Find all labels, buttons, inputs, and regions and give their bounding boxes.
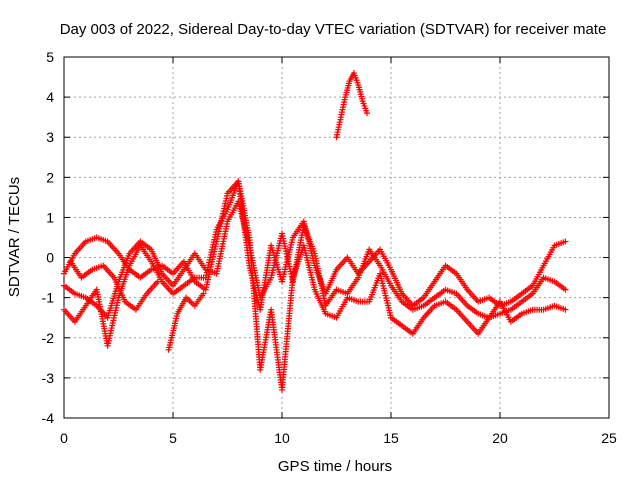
- y-tick-label: -3: [42, 370, 55, 386]
- y-tick-label: 4: [46, 89, 54, 105]
- y-tick-label: 2: [46, 169, 54, 185]
- grid: [64, 57, 609, 418]
- x-tick-label: 20: [492, 430, 508, 446]
- axis-ticks: 0 5 10 15 20 25 -4 -3 -2 -1 0 1 2 3 4 5: [42, 49, 617, 446]
- x-tick-label: 10: [274, 430, 290, 446]
- y-tick-label: -4: [42, 410, 55, 426]
- x-tick-label: 25: [601, 430, 617, 446]
- data-point-marker: [562, 238, 569, 245]
- data-point-marker: [562, 306, 569, 313]
- y-axis-label: SDTVAR / TECUs: [6, 177, 23, 297]
- x-axis-label: GPS time / hours: [278, 458, 392, 475]
- data-point-marker: [154, 278, 161, 285]
- x-tick-label: 0: [60, 430, 68, 446]
- y-tick-label: 5: [46, 49, 54, 65]
- data-point-marker: [562, 286, 569, 293]
- plot-frame: [63, 56, 610, 419]
- y-tick-label: 3: [46, 129, 54, 145]
- chart-title: Day 003 of 2022, Sidereal Day-to-day VTE…: [60, 21, 607, 38]
- y-tick-label: 1: [46, 209, 54, 225]
- data-point-marker: [364, 110, 371, 117]
- y-tick-label: 0: [46, 250, 54, 266]
- y-tick-label: -2: [42, 330, 55, 346]
- data-points: [61, 70, 569, 393]
- x-tick-label: 15: [383, 430, 399, 446]
- data-point-marker: [200, 290, 207, 297]
- x-tick-label: 5: [169, 430, 177, 446]
- y-tick-label: -1: [42, 290, 55, 306]
